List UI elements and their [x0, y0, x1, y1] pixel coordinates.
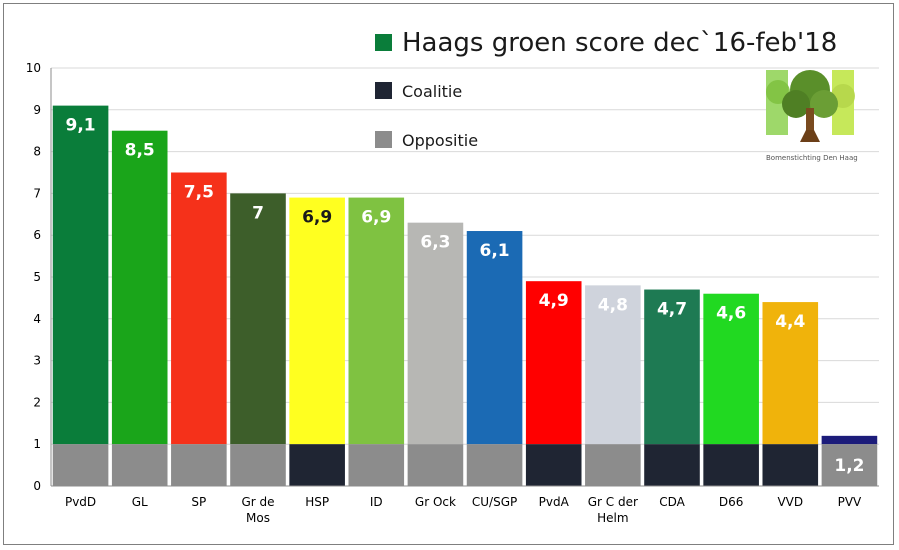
- data-label: 8,5: [125, 141, 155, 161]
- category-label: Gr Ock: [415, 495, 456, 509]
- category-label: GL: [132, 495, 148, 509]
- data-label: 6,9: [361, 208, 391, 228]
- data-label: 7: [252, 203, 264, 223]
- category-label: PvdA: [539, 495, 570, 509]
- data-label: 4,9: [539, 291, 569, 311]
- data-label: 6,9: [302, 208, 332, 228]
- bar-base-oppositie: [171, 444, 227, 486]
- y-axis-ticks: 0 1 2 3 4 5 6 7 8 9 10: [26, 61, 41, 493]
- category-label: SP: [191, 495, 206, 509]
- y-tick-label: 0: [33, 479, 41, 493]
- data-label: 7,5: [184, 183, 214, 203]
- category-label: Gr C der Helm: [588, 495, 638, 525]
- category-label: ID: [370, 495, 383, 509]
- category-label: HSP: [305, 495, 329, 509]
- y-tick-label: 5: [33, 270, 41, 284]
- bar: [52, 105, 109, 445]
- bar-base-coalitie: [525, 444, 582, 486]
- data-label: 9,1: [66, 116, 96, 136]
- bar-base-oppositie: [111, 444, 168, 486]
- tree-logo-icon: Bomenstichting Den Haag: [766, 70, 858, 162]
- legend: Haags groen score dec`16-feb'18 Coalitie…: [375, 28, 837, 150]
- y-tick-label: 7: [33, 186, 41, 200]
- bars: [52, 105, 878, 486]
- bar-base-oppositie: [52, 444, 109, 486]
- category-label: CU/SGP: [472, 495, 517, 509]
- category-label: VVD: [777, 495, 803, 509]
- bar: [466, 231, 523, 445]
- category-label: PvdD: [65, 495, 96, 509]
- bar: [111, 130, 168, 445]
- category-label: D66: [719, 495, 744, 509]
- bar-base-oppositie: [407, 444, 464, 486]
- y-tick-label: 10: [26, 61, 41, 75]
- legend-swatch-title: [375, 34, 392, 51]
- bar-base-coalitie: [289, 444, 345, 486]
- y-tick-label: 9: [33, 103, 41, 117]
- y-tick-label: 1: [33, 437, 41, 451]
- x-axis-categories: PvdD GL SP Gr de Mos HSP ID Gr Ock CU/SGP PvdA Gr …: [65, 495, 862, 525]
- y-tick-label: 2: [33, 395, 41, 409]
- bar: [703, 293, 759, 445]
- bar: [407, 222, 464, 445]
- data-label: 4,4: [775, 312, 805, 332]
- bar: [821, 435, 878, 445]
- data-label: 4,7: [657, 300, 687, 320]
- y-tick-label: 6: [33, 228, 41, 242]
- data-label: 1,2: [834, 456, 864, 476]
- y-tick-label: 8: [33, 145, 41, 159]
- bar-base-oppositie: [585, 444, 641, 486]
- y-tick-label: 4: [33, 312, 41, 326]
- data-label: 4,8: [598, 295, 628, 315]
- bar: [171, 172, 227, 445]
- bar: [525, 281, 582, 445]
- bar-base-coalitie: [762, 444, 819, 486]
- chart-title: Haags groen score dec`16-feb'18: [402, 28, 837, 58]
- bar: [289, 197, 345, 445]
- bar: [585, 285, 641, 445]
- category-label: PVV: [838, 495, 862, 509]
- logo-caption: Bomenstichting Den Haag: [766, 154, 858, 162]
- bar: [348, 197, 405, 445]
- bar-base-oppositie: [348, 444, 405, 486]
- bar-base-coalitie: [644, 444, 700, 486]
- data-labels: 9,1 8,5 7,5 7 6,9 6,9 6,3 6,1 4,9 4,8 4,7 4,6 4,4 1,2: [66, 116, 865, 476]
- data-label: 4,6: [716, 304, 746, 324]
- category-label: CDA: [659, 495, 685, 509]
- bar: [230, 193, 286, 445]
- bar: [644, 289, 700, 445]
- bar-base-coalitie: [703, 444, 759, 486]
- bar: [762, 302, 819, 445]
- y-tick-label: 3: [33, 354, 41, 368]
- legend-label-coalitie: Coalitie: [402, 82, 462, 101]
- bar-base-oppositie: [821, 444, 878, 486]
- legend-label-oppositie: Oppositie: [402, 131, 478, 150]
- legend-swatch-oppositie: [375, 131, 392, 148]
- bar-base-oppositie: [230, 444, 286, 486]
- bar-base-oppositie: [466, 444, 523, 486]
- data-label: 6,3: [420, 233, 450, 253]
- category-label: Gr de Mos: [241, 495, 274, 525]
- data-label: 6,1: [480, 241, 510, 261]
- legend-swatch-coalitie: [375, 82, 392, 99]
